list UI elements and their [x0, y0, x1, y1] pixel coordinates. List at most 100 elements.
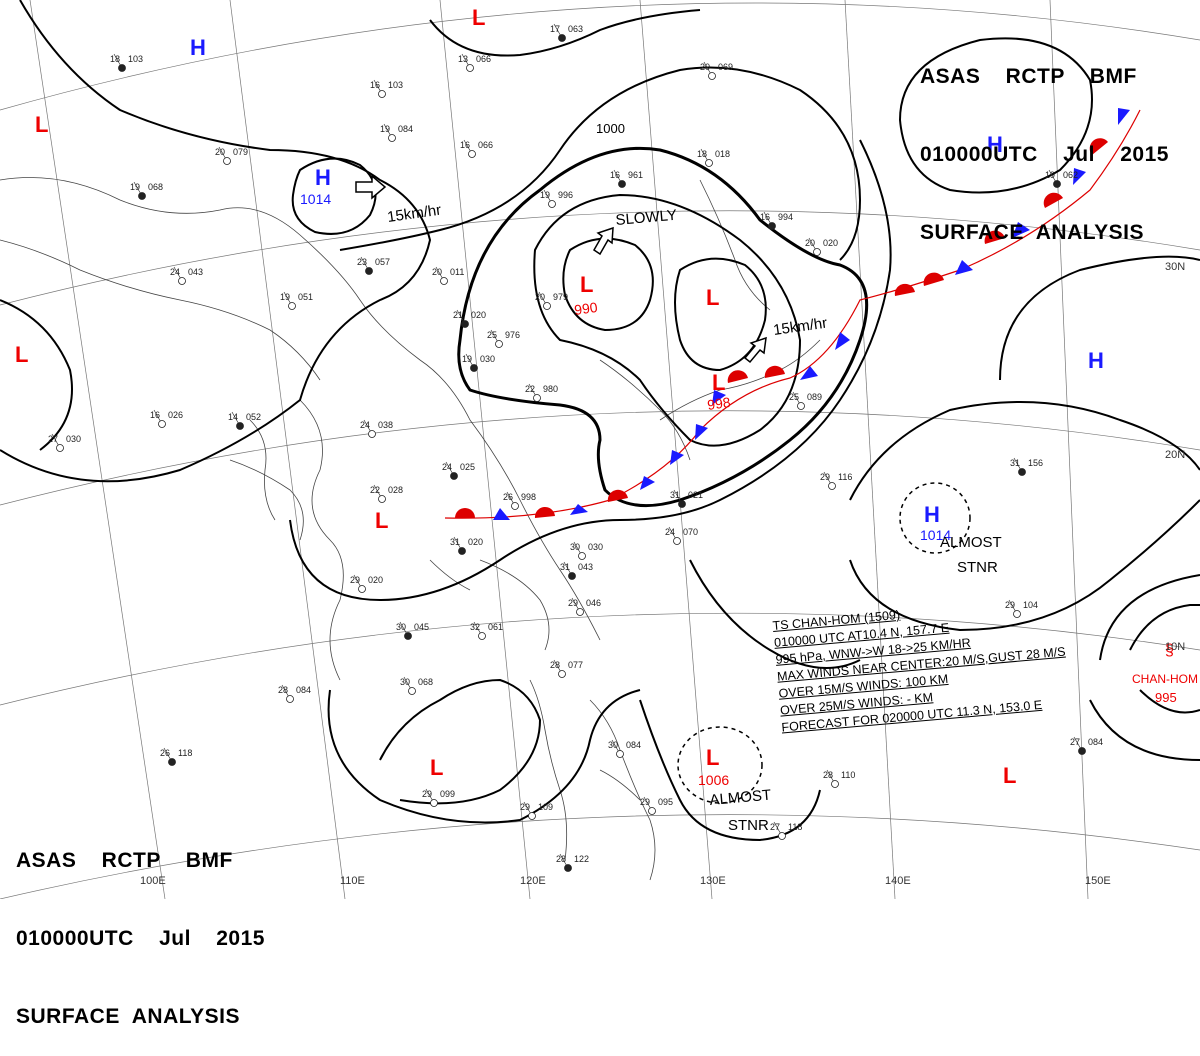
- pressure-values: 1014 990 998 1014 1006 995: [300, 191, 1177, 788]
- station-plot: 19 068: [130, 181, 163, 200]
- station-pressure: 109: [538, 802, 553, 812]
- station-circle-icon: [778, 832, 786, 840]
- station-pressure: 068: [418, 677, 433, 687]
- lon-label: 110E: [340, 875, 365, 887]
- footer-line: ASAS RCTP BMF: [16, 849, 233, 872]
- station-temp: 29: [568, 598, 578, 608]
- isobar-high-west: [291, 157, 377, 235]
- station-circle-icon: [511, 502, 519, 510]
- station-plot: 16 103: [370, 79, 403, 98]
- station-pressure: 996: [558, 190, 573, 200]
- station-plot: 31 020: [450, 536, 483, 555]
- arrow-icon: [743, 336, 767, 364]
- low-symbol: L: [430, 755, 443, 780]
- station-pressure: 057: [375, 257, 390, 267]
- isobar: [1139, 689, 1200, 714]
- station-plot: 24 070: [665, 526, 698, 545]
- station-circle-icon: [708, 72, 716, 80]
- station-pressure: 030: [588, 542, 603, 552]
- station-plot: 27 118: [770, 821, 802, 840]
- station-pressure: 030: [66, 434, 81, 444]
- isobar: [339, 66, 862, 261]
- station-temp: 18: [697, 149, 707, 159]
- station-circle-icon: [378, 495, 386, 503]
- station-plot: 24 025: [442, 461, 475, 480]
- station-circle-icon: [568, 572, 576, 580]
- station-circle-icon: [673, 537, 681, 545]
- station-temp: 19: [540, 190, 550, 200]
- isobar: [562, 237, 654, 332]
- station-pressure: 045: [414, 622, 429, 632]
- station-plot: 23 057: [357, 256, 390, 275]
- low-symbol: L: [15, 342, 28, 367]
- station-plot: 22 028: [370, 484, 403, 503]
- station-pressure: 051: [298, 292, 313, 302]
- pressure-value: 995: [1155, 690, 1177, 705]
- lon-label: 100E: [140, 875, 166, 887]
- station-circle-icon: [408, 687, 416, 695]
- station-plot: 24 038: [360, 419, 393, 438]
- station-plot: 20 020: [805, 237, 838, 256]
- station-pressure: 156: [1028, 458, 1043, 468]
- station-circle-icon: [831, 780, 839, 788]
- latitude-labels: 30N 20N 10N: [1165, 261, 1185, 653]
- station-circle-icon: [470, 364, 478, 372]
- low-symbol: L: [472, 5, 485, 30]
- isobar: [289, 139, 892, 602]
- arrow-icon: [355, 174, 387, 200]
- high-symbol: H: [315, 165, 331, 190]
- stationary-circles: [677, 482, 971, 804]
- pressure-centers: H L L H L L L L L L L L H H H: [15, 5, 1104, 788]
- station-plot: 28 084: [278, 684, 311, 703]
- station-temp: 14: [228, 412, 238, 422]
- lat-label: 10N: [1165, 641, 1185, 653]
- station-temp: 20: [215, 147, 225, 157]
- station-plot: 19 051: [280, 291, 313, 310]
- station-plot: 29 099: [422, 788, 455, 807]
- station-circle-icon: [236, 422, 244, 430]
- station-temp: 27: [1070, 737, 1080, 747]
- station-temp: 31: [1010, 458, 1020, 468]
- station-circle-icon: [358, 585, 366, 593]
- station-plot: 29 095: [640, 796, 673, 815]
- station-pressure: 026: [168, 410, 183, 420]
- isobar: [429, 9, 701, 57]
- station-temp: 25: [487, 330, 497, 340]
- station-temp: 22: [370, 485, 380, 495]
- station-plot: 19 996: [540, 189, 573, 208]
- station-plot: 19 062: [1045, 169, 1078, 188]
- station-pressure: 961: [628, 170, 643, 180]
- isobar: [1129, 604, 1200, 651]
- lon-label: 150E: [1085, 875, 1111, 887]
- isobar-1000: [457, 146, 869, 508]
- station-temp: 16: [370, 80, 380, 90]
- station-pressure: 030: [480, 354, 495, 364]
- station-plot: 22 980: [525, 383, 558, 402]
- station-pressure: 068: [148, 182, 163, 192]
- isobar: [0, 299, 73, 451]
- arrow-icon: [593, 226, 614, 256]
- longitude-labels: 100E 110E 120E 130E 140E 150E: [140, 875, 1111, 887]
- fronts: [444, 108, 1141, 520]
- station-temp: 28: [823, 770, 833, 780]
- station-circle-icon: [705, 159, 713, 167]
- station-plot: 29 020: [350, 574, 383, 593]
- station-temp: 24: [170, 267, 180, 277]
- station-plot: 31 043: [560, 561, 593, 580]
- station-pressure: 063: [568, 24, 583, 34]
- station-temp: 20: [805, 238, 815, 248]
- station-temp: 30: [570, 542, 580, 552]
- isobar: [689, 559, 861, 669]
- high-symbol: H: [1088, 348, 1104, 373]
- map-footer: ASAS RCTP BMF 010000UTC Jul 2015 SURFACE…: [16, 796, 265, 1056]
- station-circle-icon: [178, 277, 186, 285]
- station-temp: 29: [820, 472, 830, 482]
- isobar: [0, 0, 432, 483]
- station-circle-icon: [1018, 468, 1026, 476]
- station-pressure: 043: [578, 562, 593, 572]
- station-temp: 31: [450, 537, 460, 547]
- station-pressure: 084: [398, 124, 413, 134]
- station-plot: 16 961: [610, 169, 643, 188]
- station-plot: 16 066: [460, 139, 493, 158]
- station-plot: 20 011: [432, 266, 464, 285]
